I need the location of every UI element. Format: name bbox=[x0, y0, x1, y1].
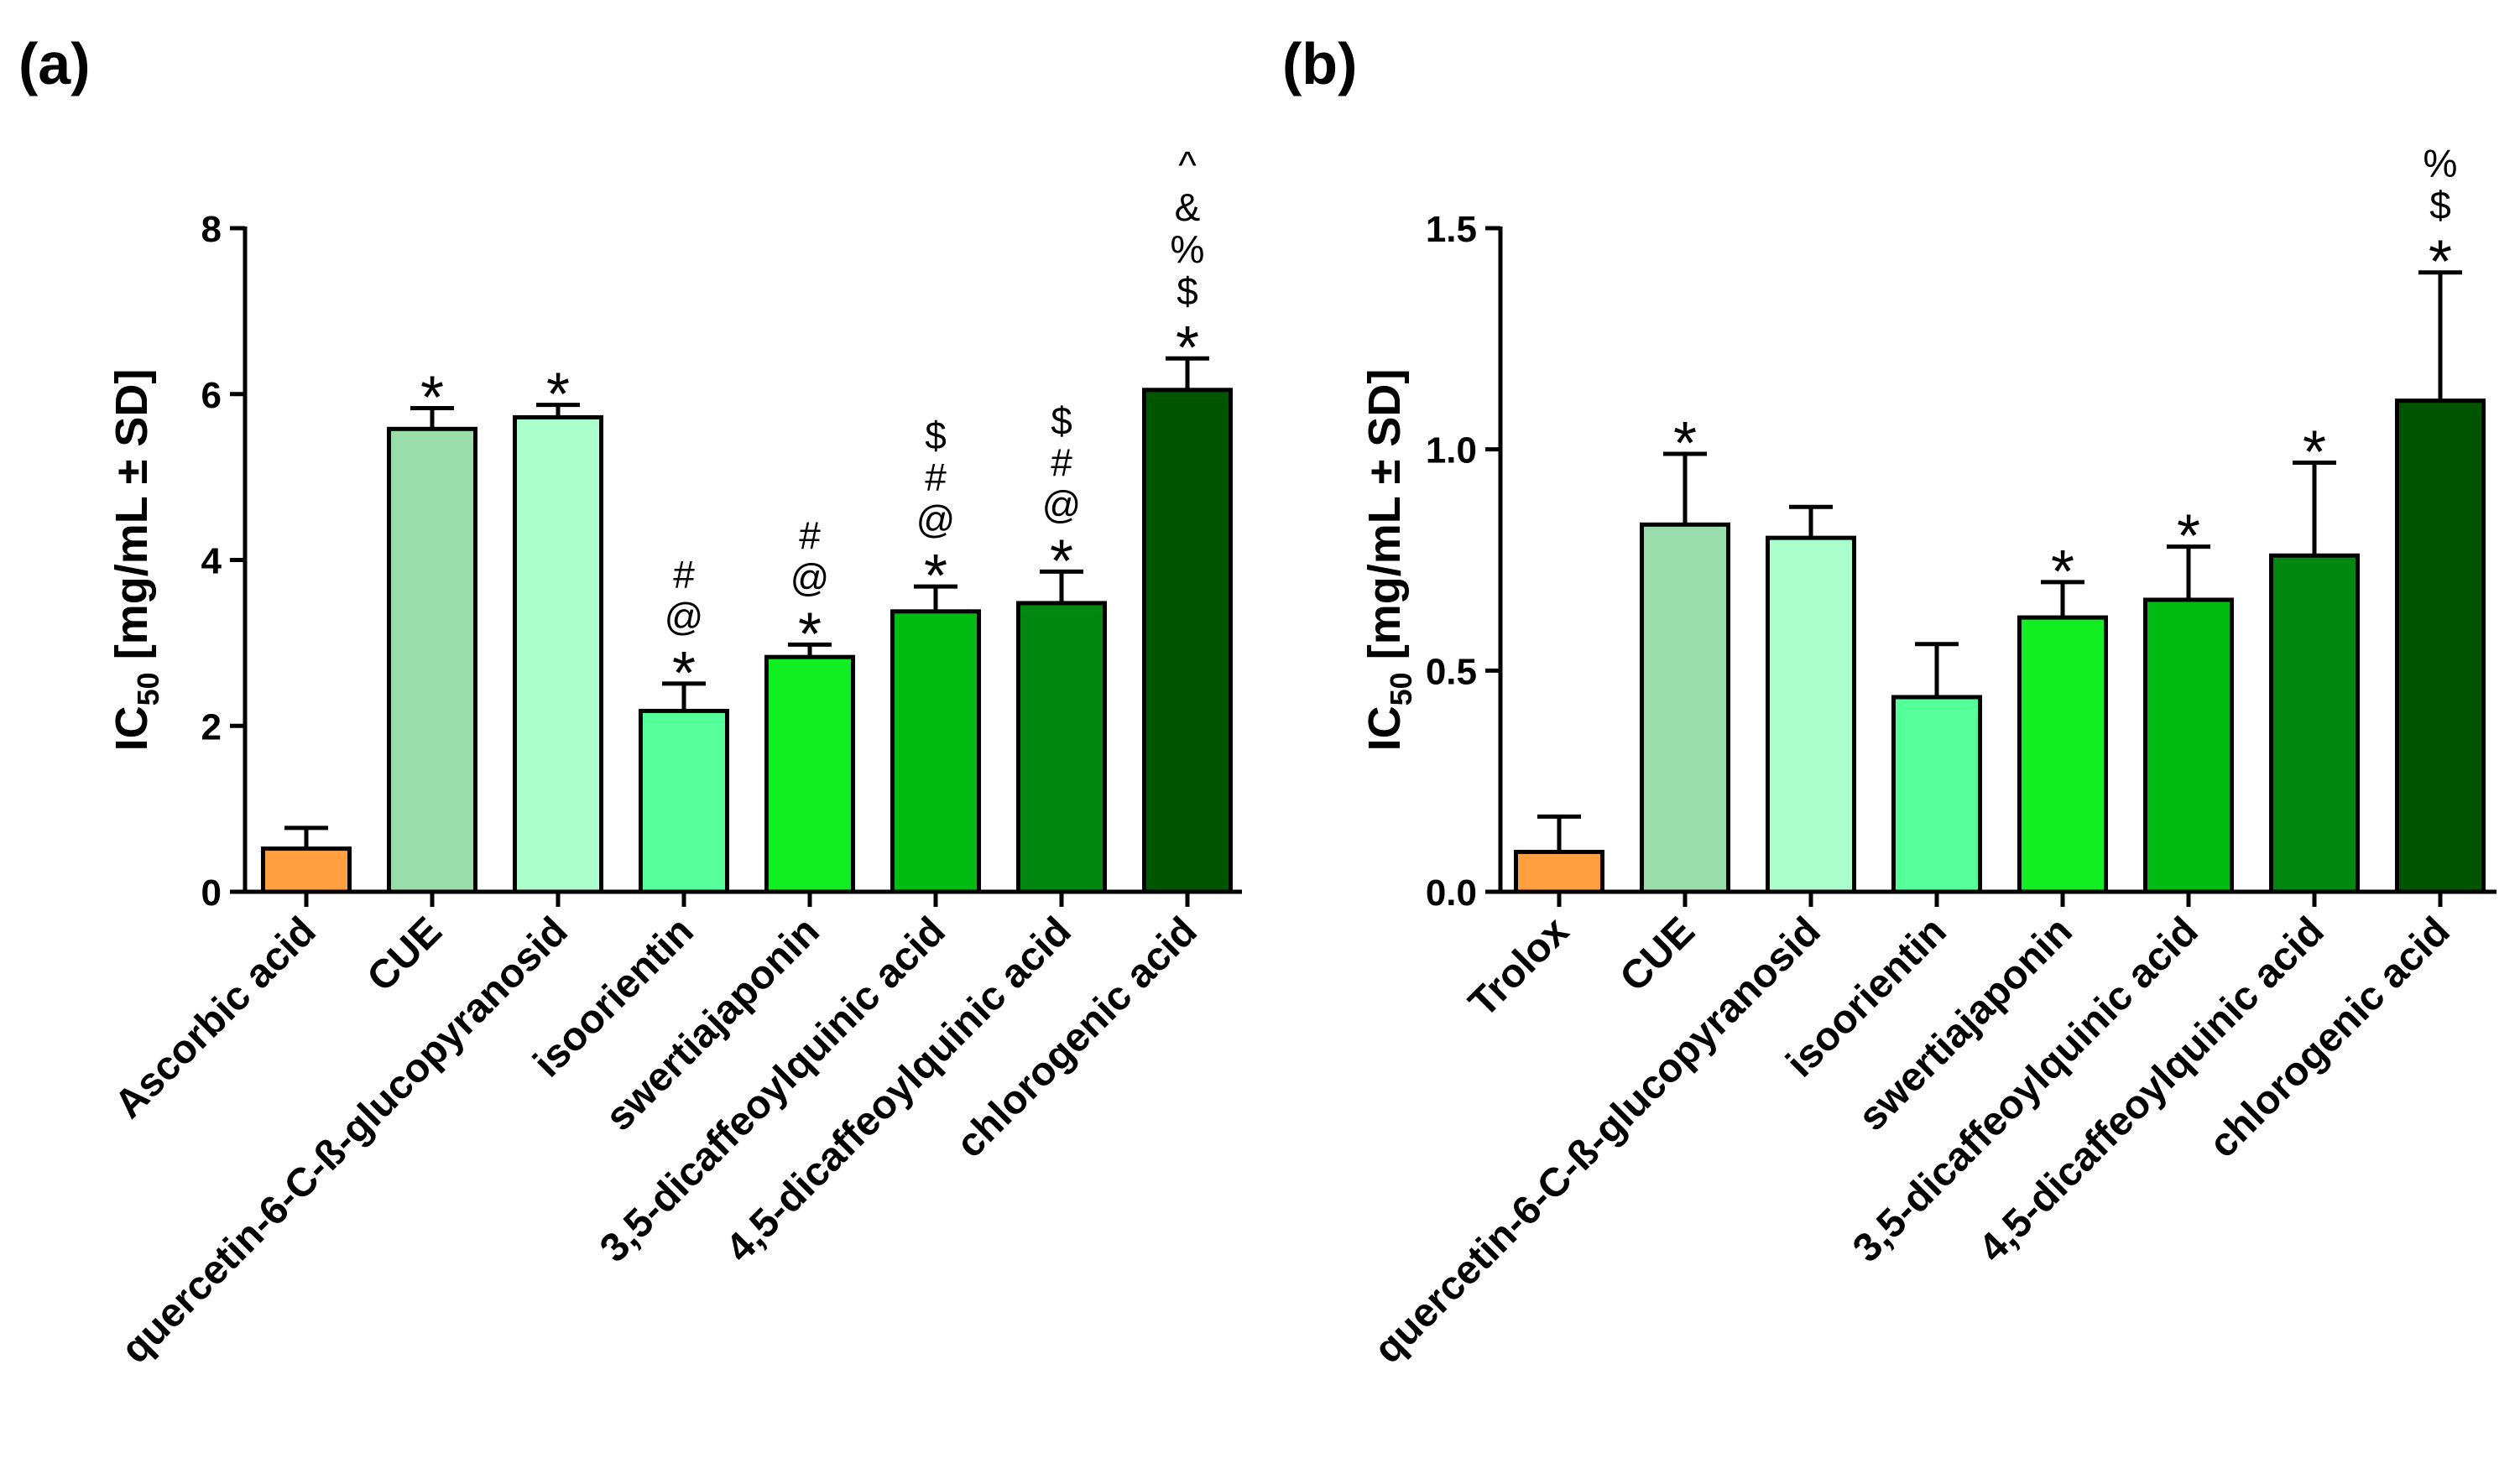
significance-marker: # bbox=[673, 553, 695, 596]
y-tick-label: 1.0 bbox=[1426, 430, 1477, 471]
y-axis-label: IC50 [mg/mL ± SD] bbox=[107, 369, 165, 752]
chart-panel-a: (a) 0 2 4 6 8 IC50 [mg/mL ± SD] Ascorbic acid CU… bbox=[18, 31, 1242, 1372]
significance-marker: @ bbox=[916, 497, 956, 541]
x-tick-label: Ascorbic acid bbox=[107, 909, 325, 1127]
y-axis-label-subscript: 50 bbox=[1384, 672, 1418, 706]
bar bbox=[639, 708, 729, 894]
significance-marker: $ bbox=[925, 414, 947, 457]
x-tick-label: chlorogenic acid bbox=[2201, 909, 2459, 1166]
significance-marker: * bbox=[420, 365, 444, 432]
significance-marker: * bbox=[2303, 419, 2326, 486]
panel-label: (a) bbox=[18, 31, 91, 96]
panel-label: (b) bbox=[1282, 31, 1357, 96]
bar bbox=[1142, 388, 1233, 894]
bar bbox=[1514, 850, 1604, 894]
bar bbox=[2017, 615, 2108, 894]
y-tick-label: 0 bbox=[201, 872, 222, 914]
y-tick-label: 2 bbox=[201, 706, 222, 747]
x-tick-label: swertiajaponin bbox=[1850, 909, 2081, 1139]
bar bbox=[1766, 535, 1856, 894]
significance-marker: @ bbox=[790, 555, 830, 599]
x-tick-label: CUE bbox=[359, 909, 451, 1000]
bar bbox=[513, 414, 603, 894]
bar bbox=[261, 846, 352, 894]
x-tick-label: Trolox bbox=[1460, 909, 1578, 1026]
y-tick-label: 6 bbox=[201, 375, 222, 416]
y-tick-label: 8 bbox=[201, 209, 222, 250]
y-axis-label-subscript: 50 bbox=[131, 672, 165, 706]
significance-marker: & bbox=[1175, 185, 1201, 229]
y-tick-label: 0.0 bbox=[1426, 872, 1477, 914]
bar bbox=[764, 654, 855, 894]
x-tick-label: quercetin-6-C-ß-glucopyranosid bbox=[112, 909, 576, 1372]
y-axis-label: IC50 [mg/mL ± SD] bbox=[1359, 369, 1418, 752]
significance-marker: $ bbox=[1177, 269, 1198, 313]
significance-marker: $ bbox=[1051, 398, 1072, 442]
bar bbox=[1016, 601, 1107, 894]
significance-marker: * bbox=[2051, 539, 2074, 606]
y-axis-label-units: [mg/mL ± SD] bbox=[1359, 369, 1410, 673]
bar bbox=[1640, 522, 1730, 894]
significance-marker: * bbox=[2429, 229, 2452, 296]
bar bbox=[890, 609, 981, 894]
y-axis-label-main: IC bbox=[107, 706, 157, 751]
significance-marker: @ bbox=[665, 595, 704, 638]
significance-marker: * bbox=[672, 640, 696, 707]
significance-marker: * bbox=[798, 601, 822, 668]
significance-marker: * bbox=[1673, 410, 1697, 477]
significance-marker: * bbox=[924, 543, 947, 610]
bar bbox=[387, 426, 477, 894]
significance-marker: % bbox=[1171, 227, 1205, 271]
significance-marker: * bbox=[1050, 528, 1073, 595]
bar bbox=[2395, 398, 2486, 894]
y-tick-label: 0.5 bbox=[1426, 651, 1477, 692]
bar bbox=[1891, 695, 1982, 894]
significance-marker: # bbox=[799, 513, 821, 557]
chart-panel-b: (b) 0.0 0.5 1.0 1.5 IC50 [mg/mL ± SD] Trolox CU… bbox=[1282, 31, 2497, 1372]
significance-marker: * bbox=[546, 362, 570, 429]
x-tick-label: chlorogenic acid bbox=[948, 909, 1206, 1166]
significance-marker: * bbox=[2177, 503, 2200, 570]
bar bbox=[2143, 597, 2234, 894]
x-tick-label: CUE bbox=[1612, 909, 1703, 1000]
y-axis-label-units: [mg/mL ± SD] bbox=[107, 369, 157, 673]
bar bbox=[2269, 553, 2360, 894]
significance-marker: * bbox=[1176, 315, 1199, 382]
y-axis-label-main: IC bbox=[1359, 706, 1410, 751]
x-tick-label: swertiajaponin bbox=[597, 909, 828, 1139]
significance-marker: @ bbox=[1042, 482, 1082, 526]
significance-marker: # bbox=[1051, 440, 1072, 484]
significance-marker: % bbox=[2423, 142, 2458, 185]
y-tick-label: 4 bbox=[201, 541, 222, 582]
y-tick-label: 1.5 bbox=[1426, 209, 1477, 250]
significance-marker: ^ bbox=[1178, 143, 1197, 187]
significance-marker: # bbox=[925, 456, 947, 499]
significance-marker: $ bbox=[2429, 184, 2451, 227]
x-tick-label: quercetin-6-C-ß-glucopyranosid bbox=[1365, 909, 1829, 1372]
